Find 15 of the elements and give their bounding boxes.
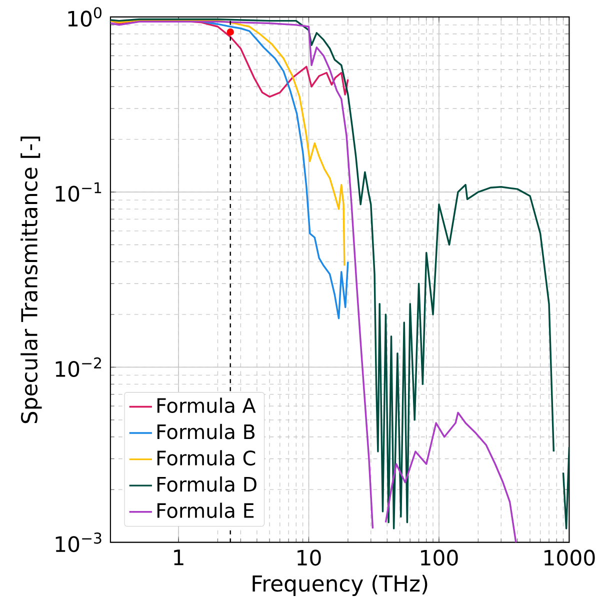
x-tick-label: 1: [174, 550, 184, 566]
x-tick-label: 1000: [544, 550, 595, 566]
legend-label: Formula E: [157, 502, 254, 518]
x-axis-title: Frequency (THz): [252, 574, 428, 596]
legend-label: Formula D: [157, 476, 256, 492]
x-tick-label: 10: [298, 550, 321, 566]
legend-label: Formula B: [157, 424, 255, 440]
y-tick-label: 10$^{0}$: [68, 7, 102, 27]
legend-label: Formula C: [157, 450, 256, 466]
legend-label: Formula A: [157, 398, 256, 414]
y-tick-label: 10$^{−1}$: [56, 182, 102, 202]
y-tick-label: 10$^{−2}$: [56, 357, 101, 377]
x-tick-label: 100: [421, 550, 458, 566]
y-axis-title: Specular Transmittance [-]: [20, 136, 42, 424]
y-tick-label: 10$^{−3}$: [56, 532, 102, 552]
